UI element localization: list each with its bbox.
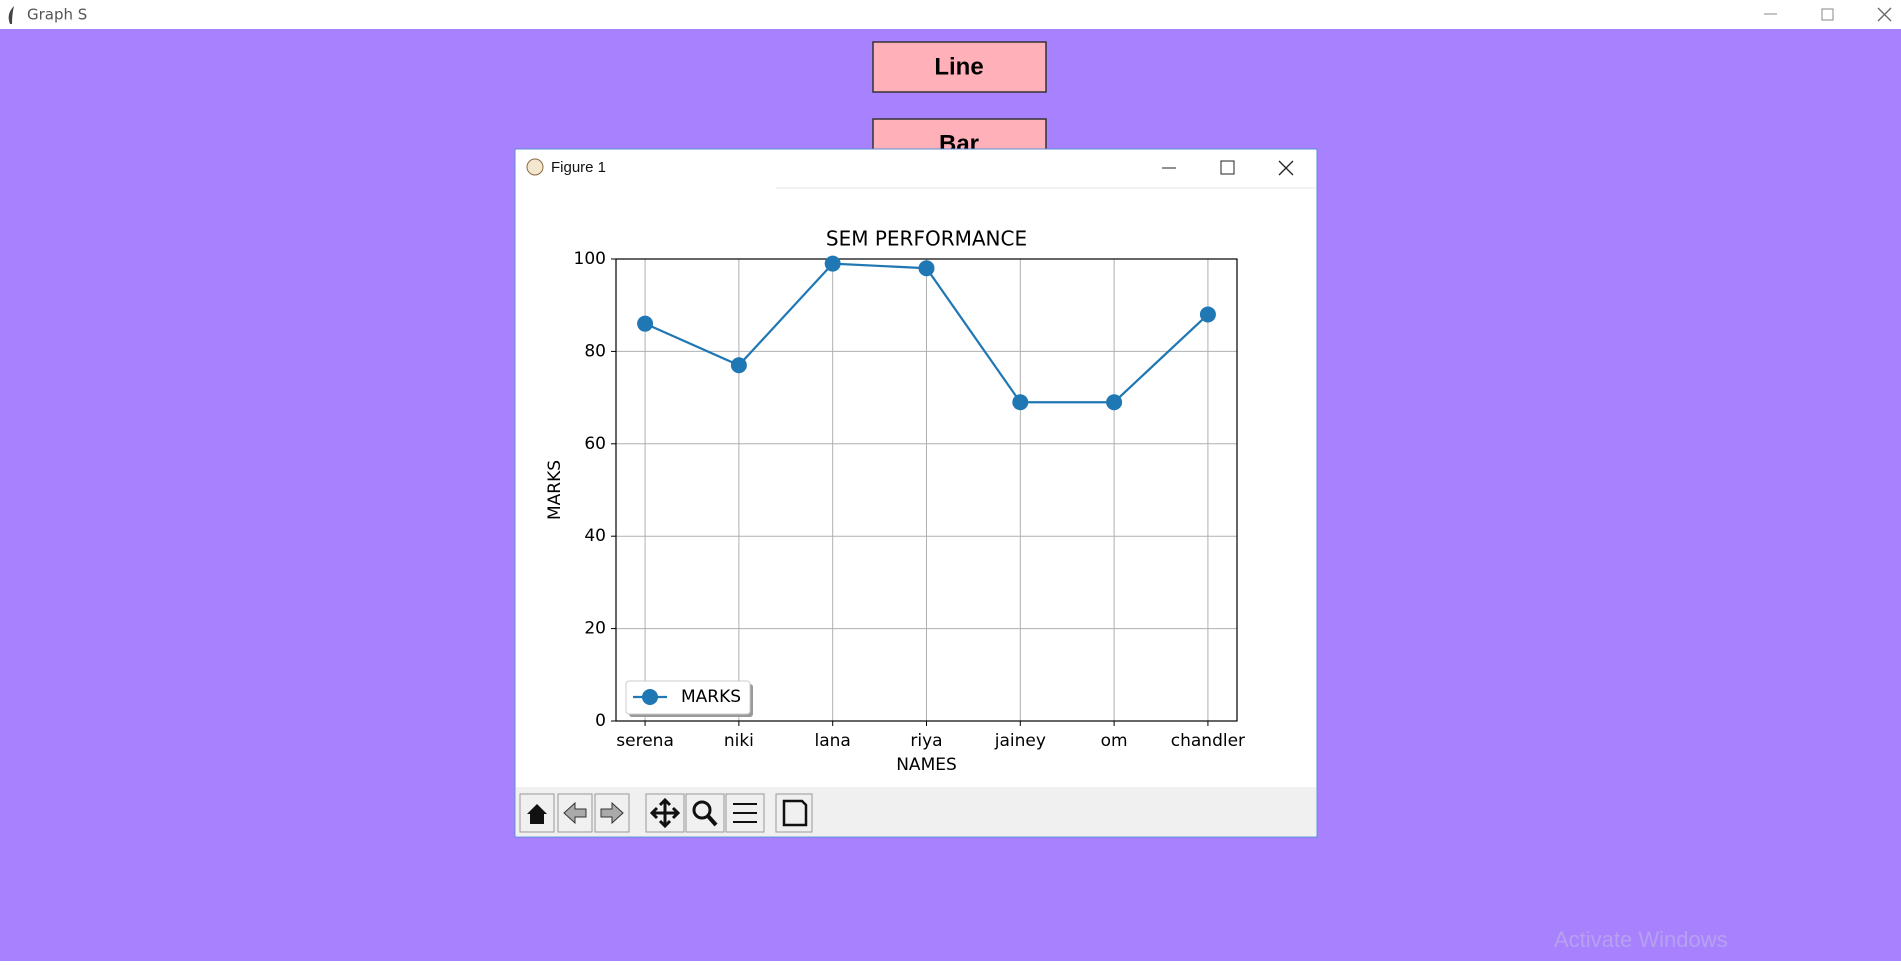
legend-box [625, 680, 751, 715]
maximize-button[interactable] [1220, 160, 1235, 175]
pan-icon [649, 797, 681, 829]
y-axis-label: MARKS [545, 460, 565, 520]
figure-window: Figure 1 [514, 148, 1318, 838]
home-icon [527, 804, 547, 824]
toolbar [516, 787, 1316, 836]
y-tick-label: 20 [584, 619, 606, 639]
data-point [824, 255, 841, 272]
x-tick-label: niki [724, 731, 754, 751]
x-tick-label: om [1101, 731, 1128, 751]
data-point [1199, 306, 1216, 323]
close-button[interactable] [1877, 7, 1892, 22]
close-button[interactable] [1278, 160, 1294, 176]
y-tick-label: 80 [584, 341, 606, 361]
button-face [872, 41, 1047, 93]
y-tick-label: 0 [595, 711, 606, 731]
y-tick-label: 100 [574, 249, 606, 269]
legend-marker [642, 689, 658, 705]
forward-icon [600, 801, 624, 825]
zoom-button[interactable] [685, 793, 725, 833]
restore-button[interactable] [1821, 8, 1834, 21]
data-point [637, 315, 654, 332]
x-tick-label: chandler [1171, 731, 1245, 751]
zoom-icon [692, 800, 712, 820]
button-label: Line [934, 53, 983, 80]
x-tick-label: jainey [994, 731, 1046, 751]
axes-frame [615, 258, 1238, 722]
chart-title: SEM PERFORMANCE [826, 227, 1027, 251]
app-title: Graph S [27, 6, 87, 24]
line-button[interactable]: Line [872, 41, 1047, 93]
configure-icon [733, 803, 757, 823]
app-title-bar [0, 0, 1901, 29]
x-tick-label: riya [910, 731, 942, 751]
zoom-icon-handle [706, 814, 718, 827]
data-point [1106, 394, 1123, 411]
data-point [918, 260, 935, 277]
x-tick-label: lana [815, 731, 851, 751]
data-point [1012, 394, 1029, 411]
figure-title: Figure 1 [551, 159, 606, 176]
legend-label: MARKS [681, 687, 741, 707]
figure-icon [526, 158, 544, 176]
window-frame [514, 148, 1318, 838]
watermark: Activate Windows [1554, 927, 1728, 952]
x-axis-label: NAMES [896, 755, 957, 775]
y-tick-label: 40 [584, 526, 606, 546]
back-icon [563, 801, 587, 825]
save-icon [782, 799, 808, 827]
x-tick-label: serena [616, 731, 674, 751]
plot: SEM PERFORMANCE 0 20 40 60 80 100 serena niki lan… [545, 227, 1245, 776]
data-point [730, 357, 747, 374]
app-icon [8, 6, 14, 24]
y-tick-label: 60 [584, 434, 606, 454]
